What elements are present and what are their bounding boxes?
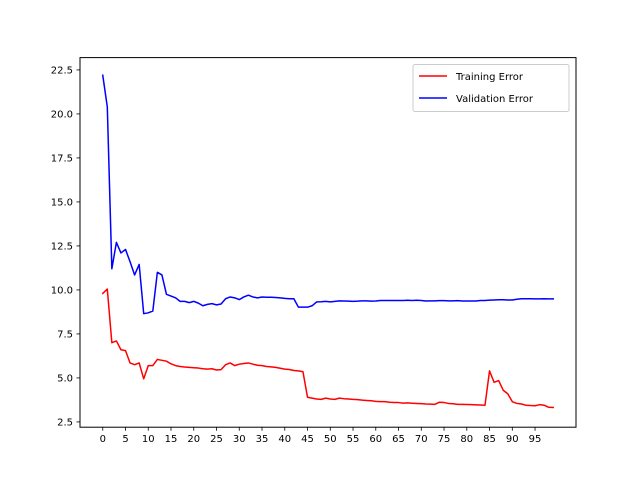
x-tick-label: 20 [187, 434, 200, 445]
x-tick-label: 25 [210, 434, 223, 445]
series-line-validation-error [101, 74, 554, 315]
y-tick-label: 22.5 [51, 66, 73, 77]
y-tick-label: 20.0 [51, 110, 73, 121]
x-tick-label: 60 [369, 434, 382, 445]
series-layer [101, 74, 555, 409]
y-tick-label: 2.5 [57, 418, 73, 429]
x-tick-label: 0 [100, 434, 106, 445]
x-tick-label: 10 [142, 434, 155, 445]
x-tick-label: 90 [506, 434, 519, 445]
x-tick-label: 50 [324, 434, 337, 445]
legend-label-training-error: Training Error [455, 72, 524, 83]
legend-box [412, 64, 570, 112]
x-tick-label: 95 [529, 434, 542, 445]
y-tick-label: 15.0 [51, 198, 73, 209]
legend-label-validation-error: Validation Error [456, 94, 534, 105]
y-tick-label: 10.0 [51, 286, 73, 297]
x-tick-label: 40 [278, 434, 291, 445]
x-tick-label: 30 [233, 434, 246, 445]
x-tick-label: 65 [392, 434, 405, 445]
x-tick-label: 15 [165, 434, 178, 445]
y-tick-label: 5.0 [57, 374, 73, 385]
y-tick-label: 17.5 [51, 154, 73, 165]
y-axis: 2.5 5.0 7.5 10.0 12.5 15.0 17.5 20.0 22.5 [51, 66, 80, 429]
legend: Training Error Validation Error [412, 64, 570, 112]
plot-frame [79, 57, 577, 428]
x-tick-label: 75 [438, 434, 451, 445]
y-tick-label: 12.5 [51, 242, 73, 253]
x-tick-label: 80 [460, 434, 473, 445]
x-tick-label: 55 [347, 434, 360, 445]
x-tick-label: 35 [256, 434, 269, 445]
series-line-training-error [101, 288, 555, 409]
x-tick-label: 45 [301, 434, 314, 445]
x-axis: 0 5 10 15 20 25 30 35 40 45 50 55 60 65 70 75 80 85 90 95 [100, 427, 542, 445]
x-tick-label: 5 [122, 434, 128, 445]
y-tick-label: 7.5 [57, 330, 73, 341]
x-tick-label: 70 [415, 434, 428, 445]
x-tick-label: 85 [483, 434, 496, 445]
